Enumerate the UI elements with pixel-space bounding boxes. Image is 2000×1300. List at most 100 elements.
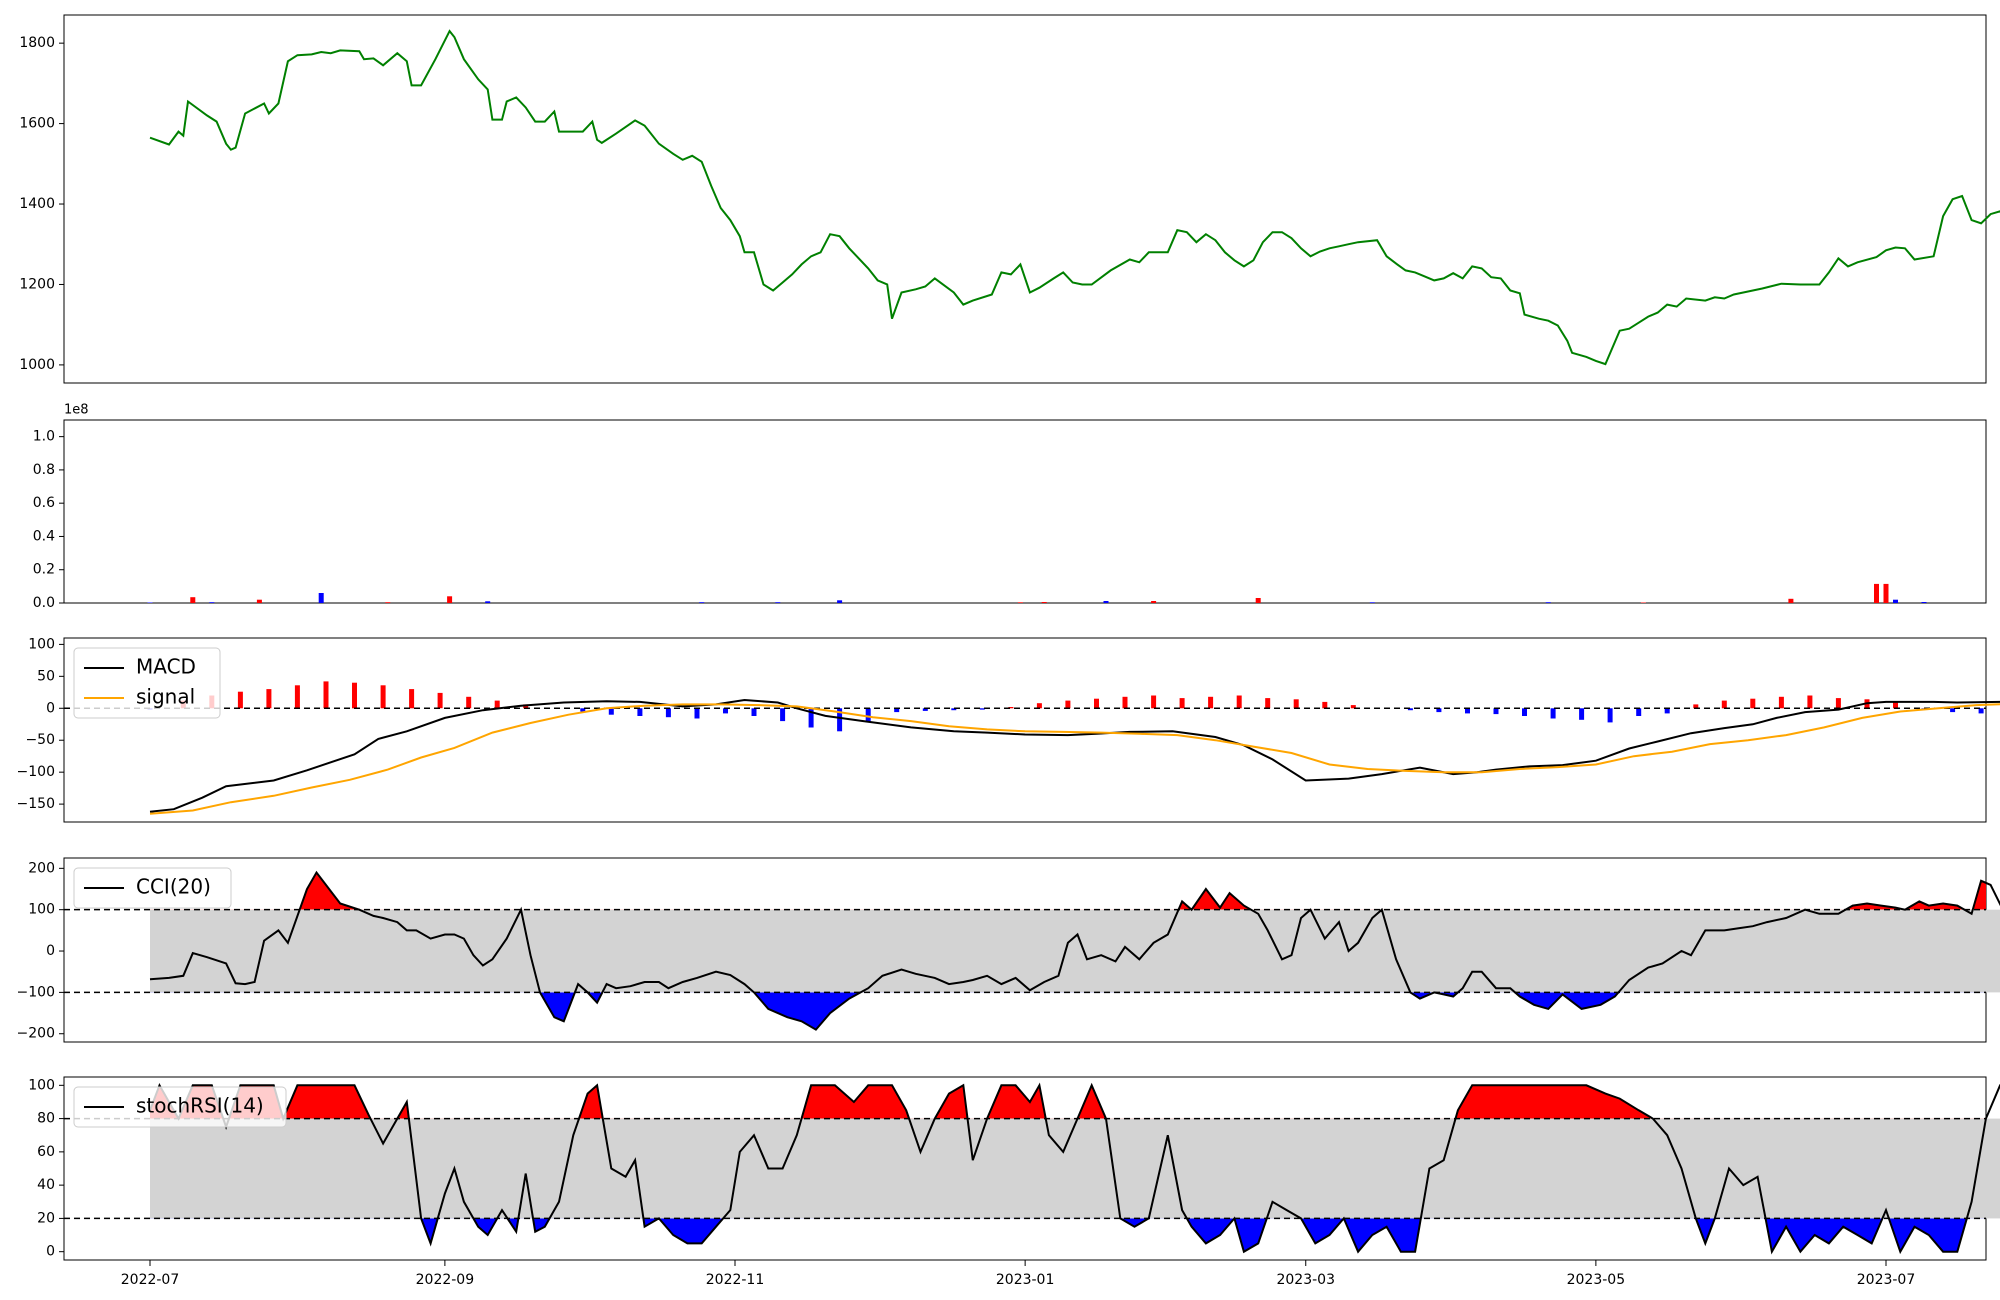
x-tick-label: 2022-11 [706,1272,765,1288]
macd-histogram-bar [1807,695,1813,709]
macd-histogram-bar [837,708,843,732]
volume-bar [1874,583,1879,603]
y-tick-label: 1600 [19,116,55,132]
y-tick-label: 0.6 [33,495,55,511]
macd-histogram-bar [1265,698,1271,709]
y-tick-label: −100 [17,984,55,1000]
volume-bar [256,599,262,603]
volume-panel: 0.0 0.2 0.4 0.6 0.8 1.0 1e8 [33,403,1987,611]
macd-histogram-bar [780,708,786,722]
axis-scale-label: 1e8 [64,403,89,418]
volume-bar [485,601,491,603]
macd-histogram-bar [1693,704,1699,709]
volume-bar [1041,602,1047,603]
macd-histogram-bar [808,708,814,728]
y-tick-label: −100 [17,764,55,780]
y-tick-label: 0 [46,1244,55,1260]
x-tick-label: 2023-01 [996,1272,1055,1288]
date-x-axis: 2022-07 2022-09 2022-11 2023-01 2023-03 2023-… [121,1260,1916,1288]
macd-line [149,698,2000,813]
macd-histogram-bar [1664,708,1670,714]
y-tick-label: 80 [37,1111,55,1127]
macd-histogram-bar [1579,708,1585,720]
volume-bar [1103,601,1109,603]
macd-histogram-bar [494,700,500,709]
volume-bar [1545,602,1551,603]
y-tick-label: −200 [17,1026,55,1042]
macd-histogram-bar [1122,696,1128,709]
macd-histogram-bar [1607,708,1613,723]
macd-histogram-bar [1407,708,1413,711]
macd-histogram-bar [979,708,985,710]
macd-histogram-bar [951,708,957,711]
volume-bar [1151,601,1157,603]
oversold-fill [539,992,1619,1030]
volume-bar [837,600,843,603]
macd-histogram-bar [865,708,871,723]
y-tick-label: 0 [46,700,55,716]
indicator-line [149,1082,2000,1255]
y-tick-label: 100 [28,1077,55,1093]
threshold-band [150,1118,2000,1219]
x-tick-label: 2023-03 [1276,1272,1335,1288]
x-tick-label: 2023-07 [1857,1272,1916,1288]
y-tick-label: 1200 [19,276,55,292]
y-tick-label: 20 [37,1210,55,1226]
y-tick-label: 0.2 [33,562,55,578]
legend-label: CCI(20) [136,875,211,899]
macd-histogram-bar [1778,696,1784,709]
threshold-band [150,909,2000,993]
macd-histogram-bar [694,708,700,719]
macd-histogram-bar [294,685,300,709]
legend-label: stochRSI(14) [136,1094,264,1118]
x-tick-label: 2023-05 [1567,1272,1626,1288]
x-tick-label: 2022-07 [121,1272,180,1288]
macd-histogram-bar [237,691,243,709]
macd-histogram-bar [1293,699,1299,709]
legend-box [73,1086,287,1128]
macd-histogram-bar [1465,708,1470,714]
volume-bar [447,596,453,603]
volume-bar [699,602,705,603]
y-tick-label: 60 [37,1144,55,1160]
macd-histogram-bar [1522,708,1527,716]
legend-label: signal [136,685,195,709]
volume-bar [385,602,391,603]
macd-histogram-bar [665,708,671,718]
legend-label: MACD [136,655,196,679]
macd-histogram-bar [323,681,329,709]
macd-histogram-bar [352,682,357,709]
macd-histogram-bar [1322,701,1328,709]
macd-histogram-bar [1493,708,1499,715]
cci-panel: −200 −100 0 100 200 CCI(20) [17,857,2000,1043]
macd-histogram-bar [466,696,472,709]
macd-histogram-bar [1151,695,1157,709]
y-tick-label: 100 [28,902,55,918]
volume-bar [190,597,196,603]
macd-histogram-bar [1065,700,1071,709]
macd-histogram-bar [1208,696,1214,709]
volume-bar [1921,602,1927,603]
y-tick-label: 0.8 [33,462,55,478]
volume-bar [1893,599,1898,603]
y-tick-label: 1000 [19,357,55,373]
volume-bar [1369,602,1375,603]
macd-histogram-bar [1893,701,1898,709]
macd-histogram-bar [409,689,415,709]
macd-histogram-bar [894,708,900,713]
y-tick-label: 0.0 [33,595,55,611]
y-tick-label: 100 [28,636,55,652]
y-tick-label: 0.4 [33,528,55,544]
volume-bar [147,602,153,603]
legend-box [73,647,221,719]
y-tick-label: 200 [28,860,55,876]
volume-bar [209,602,215,603]
volume-bar [318,593,324,603]
volume-bar [1640,602,1646,603]
macd-histogram-bar [580,708,586,712]
macd-histogram-bar [1094,698,1099,709]
volume-bar [775,602,781,603]
macd-histogram-bar [723,708,728,714]
y-tick-label: 0 [46,943,55,959]
